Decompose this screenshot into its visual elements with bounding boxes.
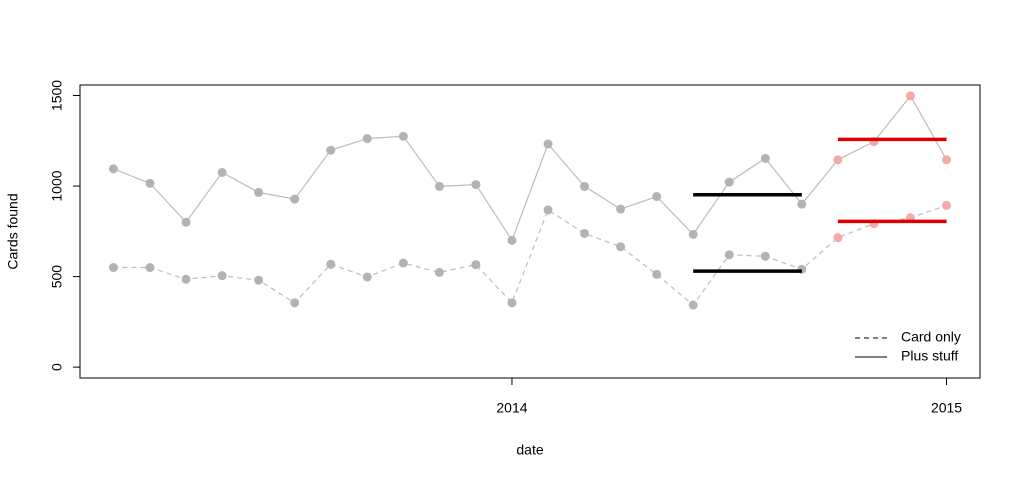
data-point <box>108 263 118 273</box>
data-point <box>724 177 734 187</box>
data-point <box>688 300 698 310</box>
data-point <box>254 187 264 197</box>
y-tick-label: 1000 <box>49 170 65 201</box>
y-tick-label: 500 <box>49 265 65 289</box>
data-point <box>362 134 372 144</box>
data-point <box>833 155 843 165</box>
data-point <box>290 194 300 204</box>
data-point <box>580 181 590 191</box>
data-point <box>434 181 444 191</box>
data-point <box>398 131 408 141</box>
data-point <box>688 229 698 239</box>
legend-label: Card only <box>901 329 961 345</box>
data-point <box>181 217 191 227</box>
x-axis-title: date <box>516 442 543 458</box>
data-point <box>942 200 952 210</box>
data-point <box>543 205 553 215</box>
y-tick-label: 1500 <box>49 80 65 111</box>
data-point <box>760 153 770 163</box>
data-point <box>942 155 952 165</box>
data-point <box>145 178 155 188</box>
legend-label: Plus stuff <box>901 348 958 364</box>
data-point <box>217 271 227 281</box>
data-point <box>290 298 300 308</box>
data-point <box>108 164 118 174</box>
data-point <box>760 251 770 261</box>
data-point <box>181 274 191 284</box>
data-point <box>507 298 517 308</box>
series-line <box>113 204 947 306</box>
data-point <box>217 167 227 177</box>
data-point <box>326 259 336 269</box>
data-point <box>434 267 444 277</box>
data-point <box>326 145 336 155</box>
x-tick-label: 2015 <box>931 400 962 416</box>
data-point <box>905 91 915 101</box>
data-point <box>580 228 590 238</box>
plot-frame <box>79 84 981 379</box>
data-point <box>797 199 807 209</box>
data-point <box>254 275 264 285</box>
data-point <box>616 242 626 252</box>
data-point <box>833 233 843 243</box>
y-axis-title: Cards found <box>5 193 21 269</box>
data-point <box>543 139 553 149</box>
data-point <box>724 250 734 260</box>
data-point <box>471 260 481 270</box>
data-point <box>471 180 481 190</box>
data-point <box>652 269 662 279</box>
data-point <box>362 272 372 282</box>
x-tick-label: 2014 <box>496 400 527 416</box>
data-point <box>398 258 408 268</box>
y-tick-label: 0 <box>49 363 65 371</box>
data-point <box>507 235 517 245</box>
data-point <box>145 263 155 273</box>
data-point <box>652 192 662 202</box>
data-point <box>616 204 626 214</box>
series-line <box>113 94 948 242</box>
